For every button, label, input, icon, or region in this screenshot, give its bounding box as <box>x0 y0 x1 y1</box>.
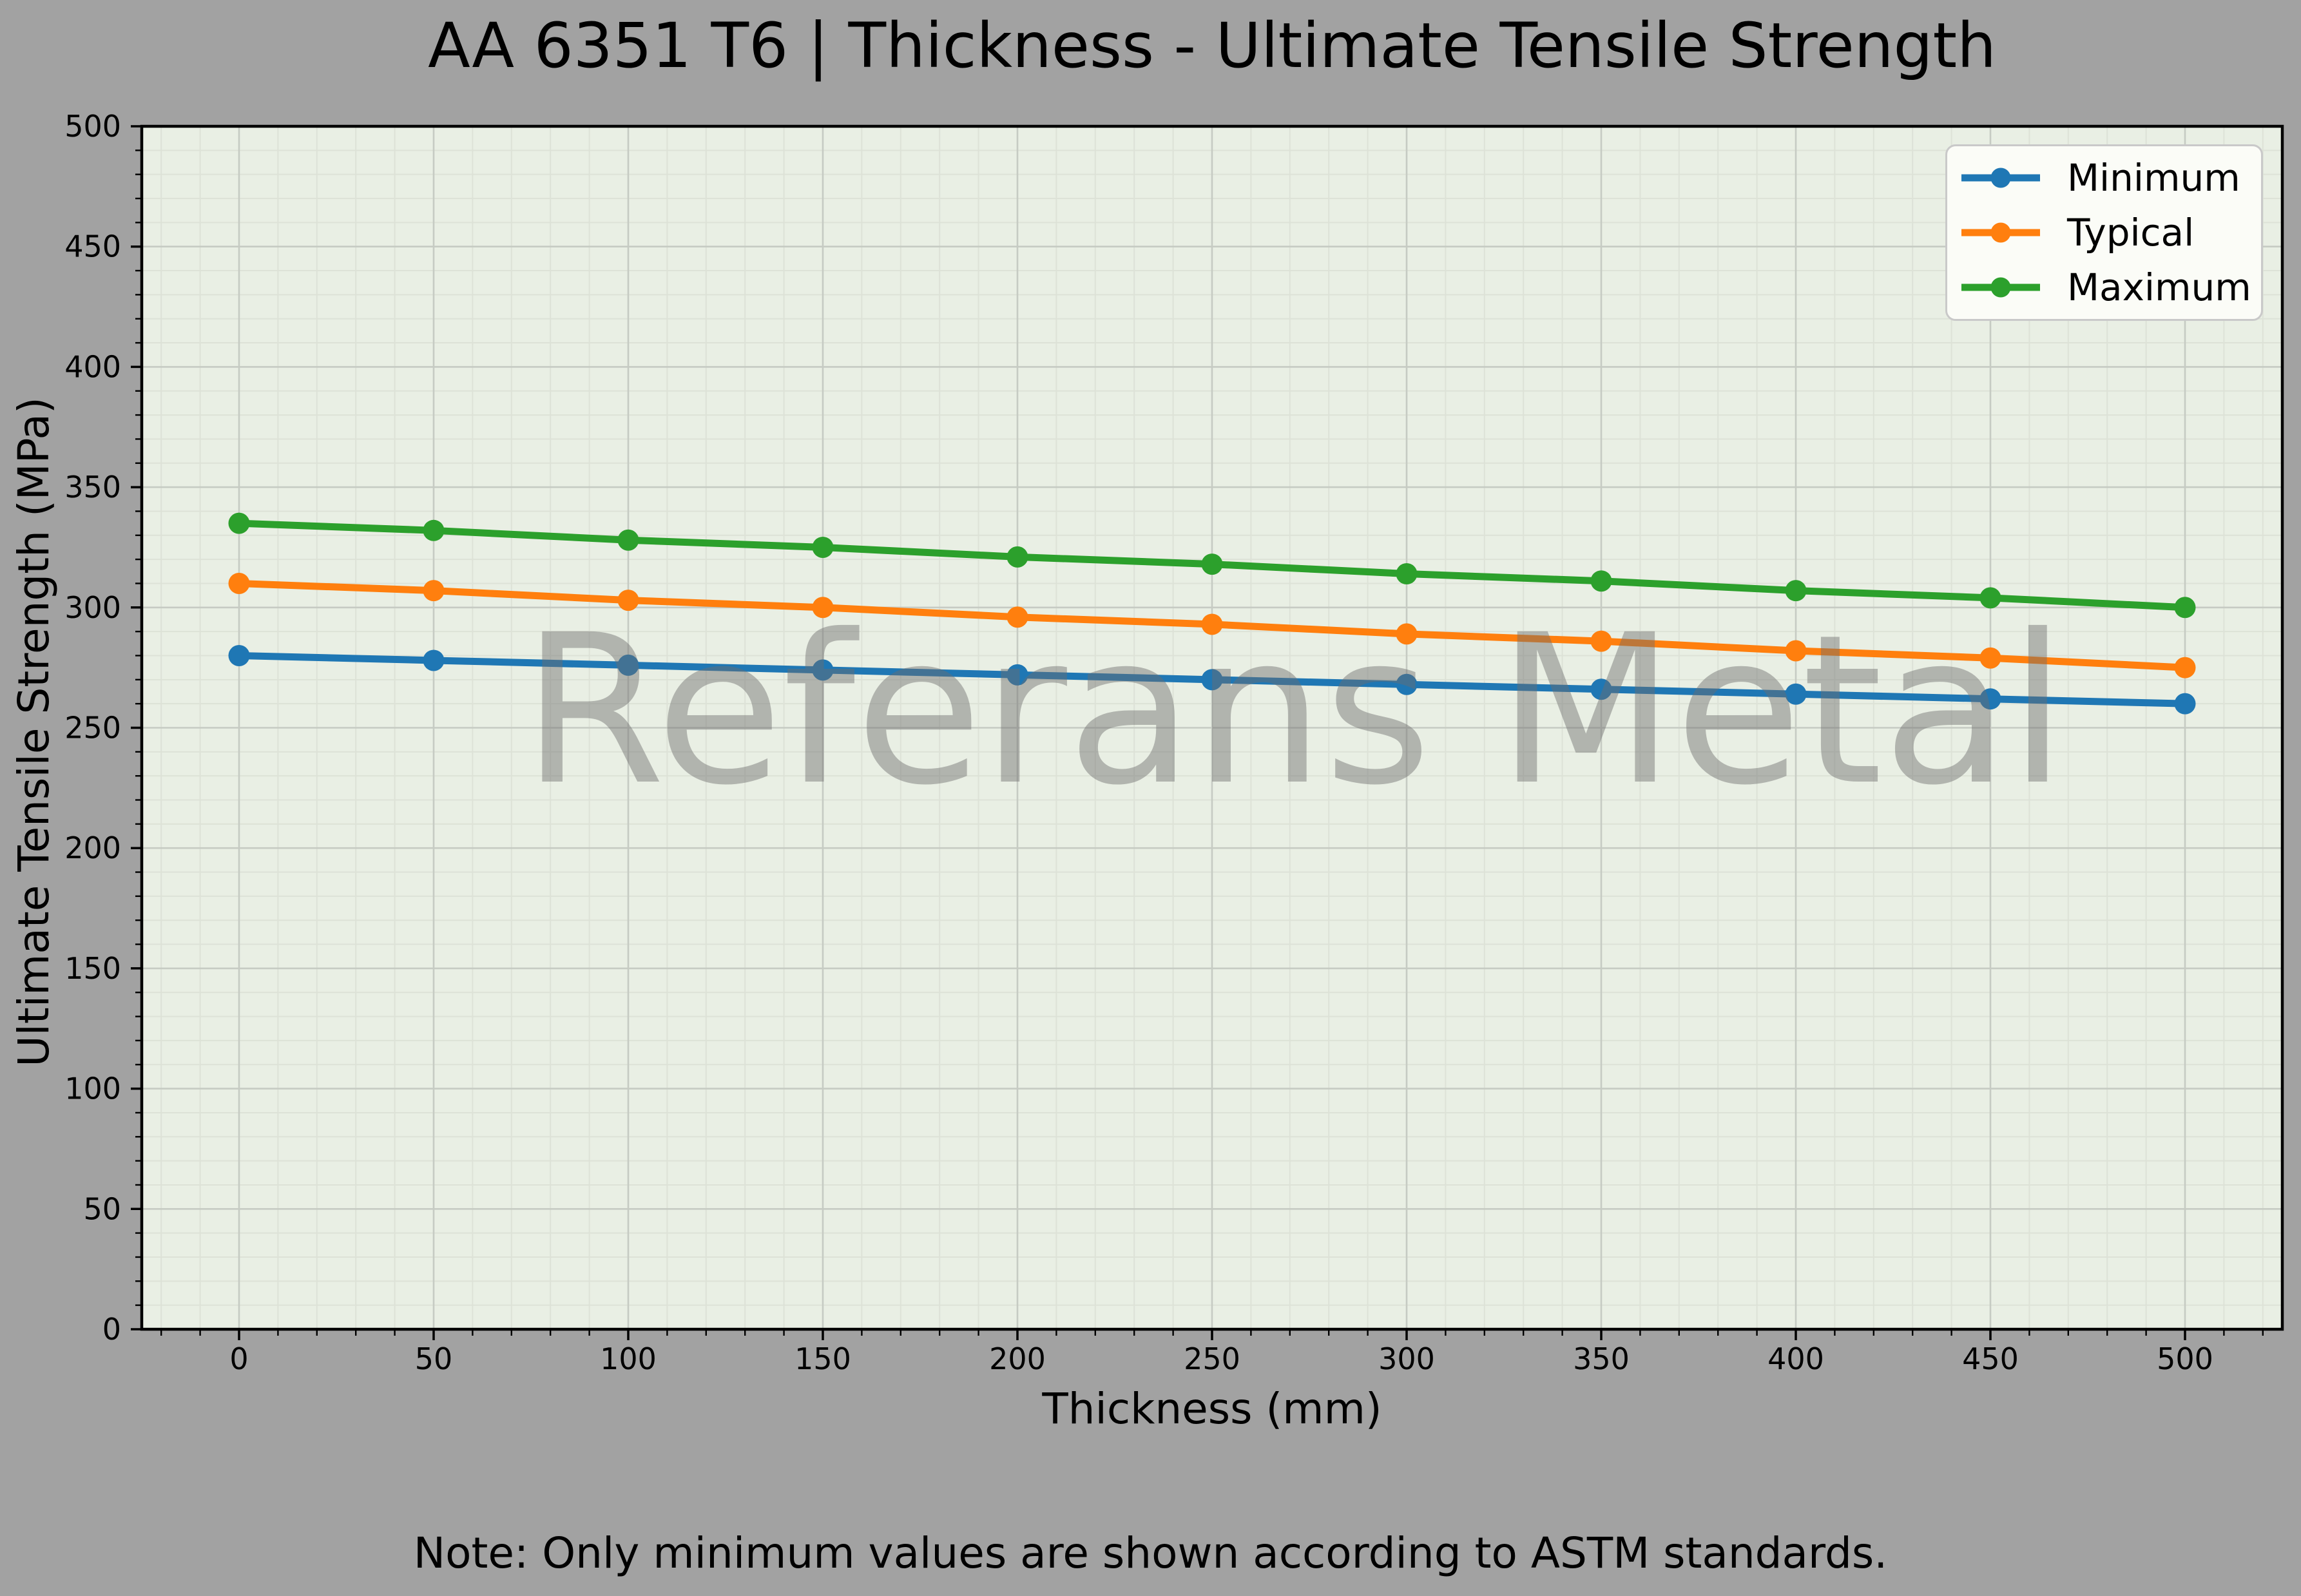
note-text: Note: Only minimum values are shown acco… <box>413 1528 1888 1578</box>
data-point-marker-minimum <box>2174 693 2196 715</box>
legend-line-maximum-icon <box>1961 277 2040 298</box>
data-point-marker-typical <box>812 597 834 619</box>
data-point-marker-maximum <box>1006 546 1028 568</box>
legend-line-minimum-icon <box>1961 168 2040 188</box>
x-tick-label: 250 <box>1184 1341 1240 1376</box>
data-point-marker-maximum <box>1979 587 2001 609</box>
data-point-marker-typical <box>228 572 250 594</box>
x-axis-label: Thickness (mm) <box>1042 1384 1382 1434</box>
legend-entry-maximum: Maximum <box>1959 260 2261 315</box>
data-point-marker-maximum <box>617 529 639 551</box>
data-point-marker-maximum <box>1396 563 1418 585</box>
data-point-marker-maximum <box>2174 597 2196 619</box>
x-tick-label: 400 <box>1767 1341 1824 1376</box>
legend-label-minimum: Minimum <box>2067 155 2240 200</box>
data-point-marker-minimum <box>1006 664 1028 686</box>
data-point-marker-minimum <box>1979 688 2001 710</box>
x-tick-label: 100 <box>600 1341 657 1376</box>
y-tick-label: 450 <box>64 229 121 264</box>
data-point-marker-typical <box>1785 640 1807 662</box>
data-point-marker-minimum <box>812 659 834 681</box>
x-tick-label: 450 <box>1962 1341 2019 1376</box>
data-point-marker-minimum <box>1396 673 1418 695</box>
x-tick-label: 500 <box>2157 1341 2213 1376</box>
legend-entry-typical: Typical <box>1959 205 2261 260</box>
y-tick-label: 100 <box>64 1072 121 1106</box>
data-point-marker-typical <box>1979 647 2001 669</box>
y-tick-label: 50 <box>83 1191 121 1226</box>
data-point-marker-maximum <box>1785 580 1807 602</box>
y-tick-label: 0 <box>102 1312 121 1347</box>
legend-line-typical-icon <box>1961 222 2040 243</box>
data-point-marker-typical <box>1201 613 1223 635</box>
legend-entry-minimum: Minimum <box>1959 150 2261 205</box>
data-point-marker-typical <box>1006 606 1028 628</box>
data-point-marker-typical <box>2174 657 2196 678</box>
data-point-marker-typical <box>1396 623 1418 645</box>
y-axis-label: Ultimate Tensile Strength (MPa) <box>9 397 59 1067</box>
data-point-marker-minimum <box>617 654 639 676</box>
data-point-marker-minimum <box>423 649 445 671</box>
y-tick-label: 200 <box>64 831 121 865</box>
y-tick-label: 350 <box>64 470 121 505</box>
data-point-marker-minimum <box>1201 669 1223 691</box>
data-point-marker-typical <box>617 590 639 611</box>
legend-label-typical: Typical <box>2067 210 2195 255</box>
y-tick-label: 500 <box>64 109 121 144</box>
data-point-marker-maximum <box>423 519 445 541</box>
x-tick-label: 300 <box>1378 1341 1435 1376</box>
data-point-marker-typical <box>1590 630 1612 652</box>
y-tick-label: 300 <box>64 590 121 625</box>
data-point-marker-minimum <box>228 644 250 666</box>
x-tick-label: 150 <box>794 1341 851 1376</box>
data-point-marker-maximum <box>1590 570 1612 592</box>
x-tick-label: 50 <box>415 1341 453 1376</box>
data-point-marker-maximum <box>1201 553 1223 575</box>
y-tick-label: 250 <box>64 711 121 745</box>
chart-title: AA 6351 T6 | Thickness - Ultimate Tensil… <box>428 10 1996 82</box>
data-point-marker-minimum <box>1590 678 1612 700</box>
x-tick-label: 200 <box>989 1341 1046 1376</box>
x-tick-label: 0 <box>229 1341 248 1376</box>
data-point-marker-minimum <box>1785 683 1807 705</box>
data-point-marker-maximum <box>228 512 250 534</box>
y-tick-label: 150 <box>64 951 121 986</box>
legend-label-maximum: Maximum <box>2067 265 2251 310</box>
data-point-marker-maximum <box>812 536 834 558</box>
x-tick-label: 350 <box>1573 1341 1630 1376</box>
y-tick-label: 400 <box>64 349 121 384</box>
data-point-marker-typical <box>423 580 445 602</box>
legend: Minimum Typical Maximum <box>1945 144 2263 321</box>
